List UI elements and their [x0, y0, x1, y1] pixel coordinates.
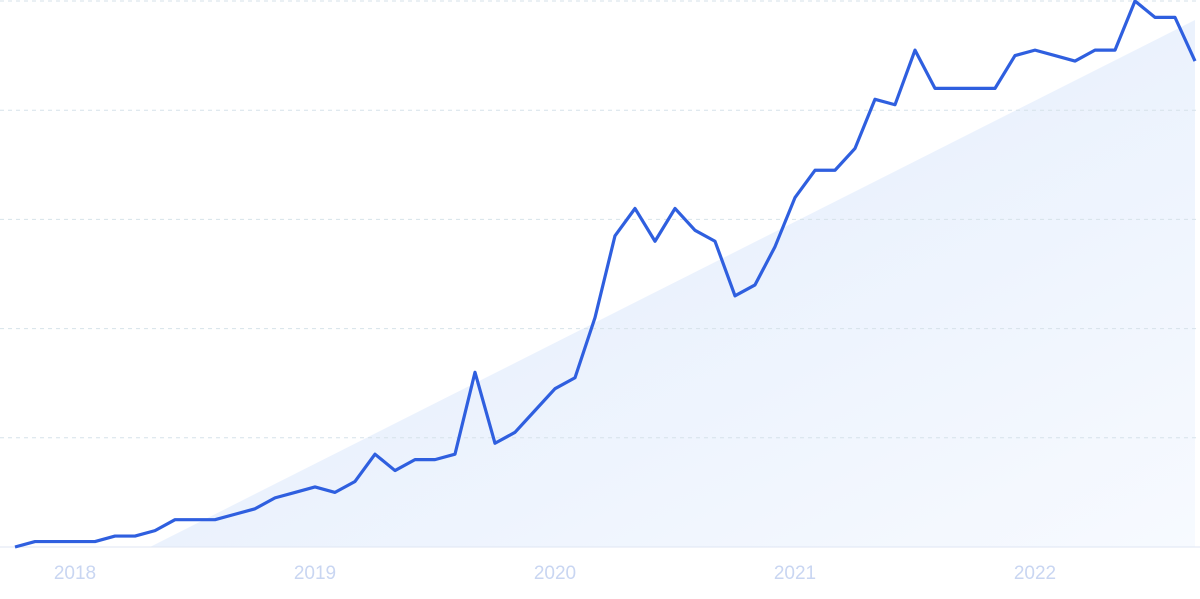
x-tick-label: 2018: [54, 563, 96, 584]
trend-area: [150, 20, 1195, 547]
x-tick-label: 2019: [294, 563, 336, 584]
x-tick-label: 2022: [1014, 563, 1056, 584]
x-tick-label: 2021: [774, 563, 816, 584]
x-tick-label: 2020: [534, 563, 576, 584]
data-line: [14, 0, 1197, 549]
